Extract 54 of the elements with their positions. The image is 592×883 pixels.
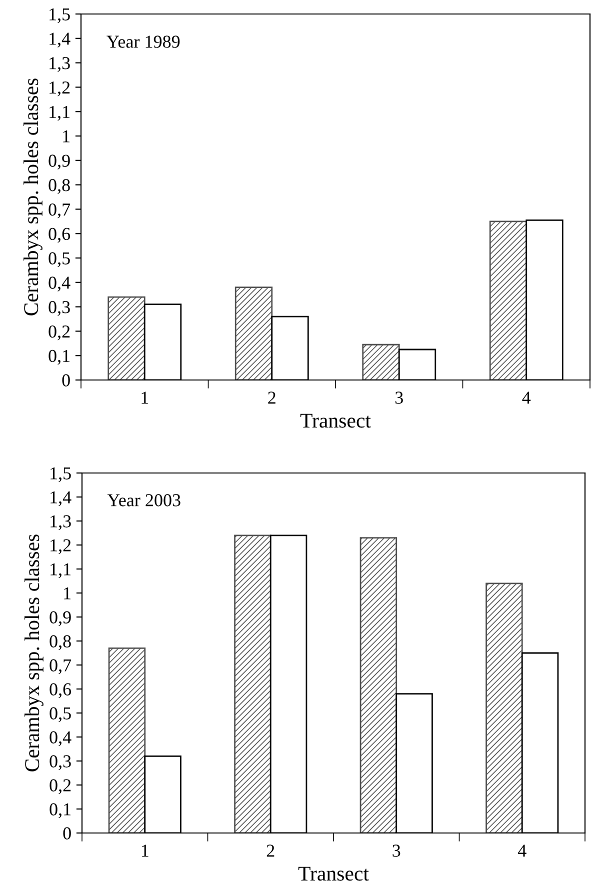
y-tick-label: 0,5 bbox=[48, 252, 70, 268]
y-tick-label: 0,1 bbox=[48, 350, 70, 365]
bar bbox=[362, 344, 400, 380]
bar bbox=[486, 582, 523, 833]
y-tick-label: 0,8 bbox=[48, 179, 70, 194]
y-tick-label: 0,3 bbox=[50, 755, 71, 770]
y-tick-label: 1,3 bbox=[50, 57, 70, 72]
y-tick-label: 1,4 bbox=[50, 32, 70, 48]
y-tick-label: 0,6 bbox=[50, 683, 72, 698]
y-tick-label: 0,9 bbox=[48, 154, 70, 170]
y-tick-label: 0,6 bbox=[48, 228, 70, 243]
y-tick-label: 1,1 bbox=[50, 106, 70, 121]
x-tick-label: 2 bbox=[268, 392, 276, 404]
bar bbox=[108, 296, 146, 380]
x-tick-label: 2 bbox=[266, 844, 274, 857]
y-tick-label: 0 bbox=[63, 827, 71, 840]
annotation: Year 2003 bbox=[107, 494, 180, 506]
x-tick-label: 4 bbox=[522, 392, 531, 404]
y-tick-label: 1,1 bbox=[50, 563, 70, 578]
y-axis-title: Cerambyx spp. holes classes bbox=[24, 78, 42, 316]
y-tick-label: 0,4 bbox=[48, 276, 70, 292]
y-tick-label: 0,1 bbox=[50, 803, 70, 818]
bar bbox=[234, 286, 273, 380]
y-tick-label: 1 bbox=[64, 587, 70, 600]
y-tick-label: 1,2 bbox=[50, 539, 71, 554]
y-tick-label: 0 bbox=[62, 374, 70, 386]
y-tick-label: 0,2 bbox=[48, 325, 70, 340]
y-tick-label: 1,4 bbox=[50, 491, 72, 506]
y-tick-label: 1,5 bbox=[50, 467, 71, 482]
y-tick-label: 0,9 bbox=[50, 611, 71, 626]
y-tick-label: 1,3 bbox=[50, 515, 71, 530]
annotation: Year 1989 bbox=[106, 36, 180, 48]
bar bbox=[108, 648, 146, 833]
y-tick-label: 0,8 bbox=[50, 635, 71, 650]
bar bbox=[234, 534, 272, 833]
y-tick-label: 0,7 bbox=[50, 659, 72, 674]
x-axis-title: Transect bbox=[298, 866, 369, 881]
y-axis-title: Cerambyx spp. holes classes bbox=[24, 534, 44, 772]
x-tick-label: 1 bbox=[142, 392, 148, 404]
x-tick-label: 4 bbox=[518, 844, 526, 857]
y-tick-label: 0,4 bbox=[50, 731, 72, 746]
x-tick-label: 3 bbox=[395, 392, 403, 404]
y-tick-label: 0,2 bbox=[50, 779, 71, 794]
x-axis-title: Transect bbox=[300, 414, 371, 428]
bar bbox=[360, 537, 398, 833]
x-tick-label: 3 bbox=[392, 844, 400, 857]
y-tick-label: 1,5 bbox=[50, 8, 70, 24]
x-tick-label: 1 bbox=[142, 844, 148, 857]
bar bbox=[489, 220, 528, 380]
y-tick-label: 1,2 bbox=[50, 82, 70, 96]
y-tick-label: 1 bbox=[63, 130, 70, 142]
y-tick-label: 0,3 bbox=[48, 301, 70, 316]
y-tick-label: 0,5 bbox=[50, 707, 71, 722]
y-tick-label: 0,7 bbox=[48, 203, 70, 218]
